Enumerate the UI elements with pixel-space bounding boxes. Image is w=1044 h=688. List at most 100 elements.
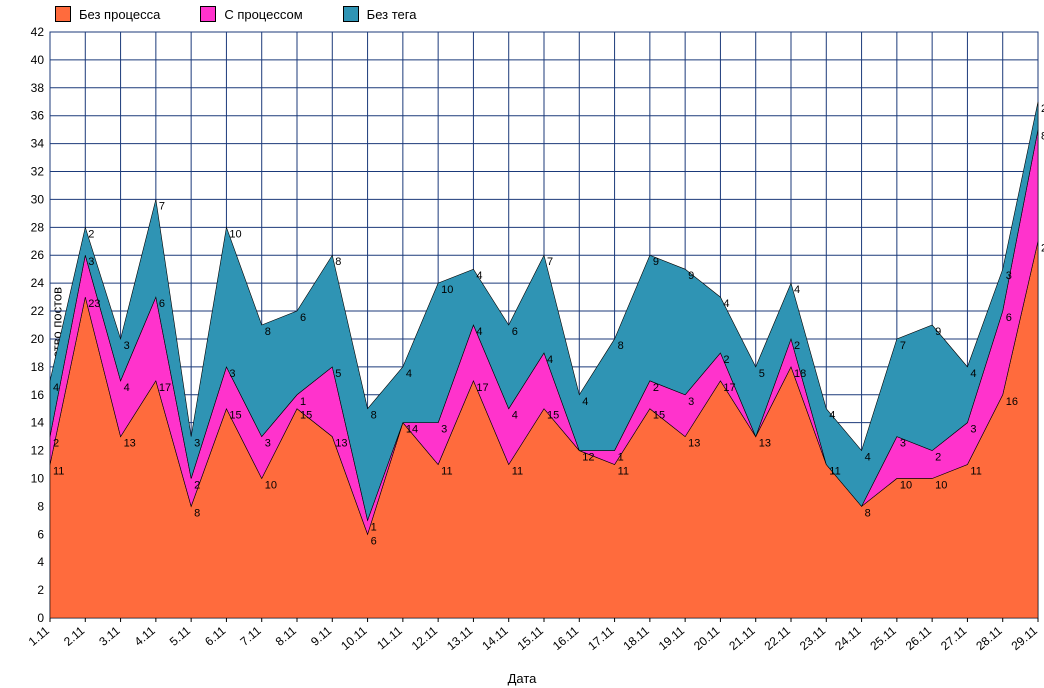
data-label: 3 xyxy=(688,396,694,408)
y-tick-label: 8 xyxy=(37,499,44,513)
x-tick-label: 21.11 xyxy=(726,623,758,653)
data-label: 9 xyxy=(688,270,694,282)
y-tick-label: 40 xyxy=(31,53,45,67)
data-label: 9 xyxy=(935,326,941,338)
data-label: 4 xyxy=(723,298,729,310)
y-tick-label: 34 xyxy=(31,137,45,151)
data-label: 11 xyxy=(441,466,452,478)
data-label: 6 xyxy=(371,535,377,547)
data-label: 1 xyxy=(300,396,306,408)
data-label: 16 xyxy=(1006,396,1018,408)
x-tick-label: 28.11 xyxy=(973,623,1005,653)
x-tick-label: 14.11 xyxy=(479,623,511,653)
y-tick-label: 20 xyxy=(31,332,45,346)
data-label: 8 xyxy=(265,326,271,338)
data-label: 2 xyxy=(935,452,941,464)
data-label: 2 xyxy=(653,382,659,394)
data-label: 13 xyxy=(335,438,347,450)
data-label: 4 xyxy=(53,382,59,394)
y-tick-label: 10 xyxy=(31,471,45,485)
data-label: 11 xyxy=(618,466,629,478)
y-tick-label: 28 xyxy=(31,220,45,234)
x-tick-label: 26.11 xyxy=(903,623,935,653)
y-tick-label: 42 xyxy=(31,25,45,39)
data-label: 4 xyxy=(406,368,412,380)
data-label: 4 xyxy=(970,368,976,380)
data-label: 3 xyxy=(88,256,94,268)
x-tick-label: 20.11 xyxy=(691,623,723,653)
data-label: 13 xyxy=(124,438,136,450)
x-tick-label: 24.11 xyxy=(832,623,864,653)
x-tick-label: 23.11 xyxy=(797,623,829,653)
data-label: 17 xyxy=(723,382,735,394)
data-label: 8 xyxy=(194,507,200,519)
data-label: 11 xyxy=(53,466,64,478)
x-tick-label: 11.11 xyxy=(374,623,405,652)
x-tick-label: 3.11 xyxy=(96,623,122,648)
data-label: 14 xyxy=(406,424,418,436)
data-label: 13 xyxy=(759,438,771,450)
data-label: 1 xyxy=(618,452,624,464)
x-tick-label: 17.11 xyxy=(585,623,617,653)
data-label: 10 xyxy=(900,479,912,491)
x-tick-label: 1.11 xyxy=(26,623,52,648)
data-label: 4 xyxy=(124,382,130,394)
x-tick-label: 25.11 xyxy=(867,623,899,653)
data-label: 12 xyxy=(582,452,594,464)
y-tick-label: 36 xyxy=(31,109,45,123)
data-label: 3 xyxy=(1006,270,1012,282)
y-tick-label: 4 xyxy=(37,555,44,569)
data-label: 17 xyxy=(159,382,171,394)
data-label: 1 xyxy=(371,521,377,533)
y-tick-label: 2 xyxy=(37,583,44,597)
data-label: 11 xyxy=(512,466,523,478)
y-tick-label: 14 xyxy=(31,416,45,430)
data-label: 10 xyxy=(229,228,241,240)
stacked-area-chart: Без процессаС процессомБез тега Количест… xyxy=(0,0,1044,688)
x-tick-label: 4.11 xyxy=(132,623,158,648)
data-label: 13 xyxy=(688,438,700,450)
data-label: 8 xyxy=(865,507,871,519)
data-label: 7 xyxy=(900,340,906,352)
data-label: 6 xyxy=(512,326,518,338)
x-tick-label: 22.11 xyxy=(762,623,794,653)
data-label: 2 xyxy=(53,438,59,450)
data-label: 15 xyxy=(300,410,312,422)
x-tick-label: 8.11 xyxy=(273,623,299,648)
data-label: 2 xyxy=(194,479,200,491)
data-label: 8 xyxy=(371,410,377,422)
x-tick-label: 15.11 xyxy=(515,623,547,653)
data-label: 6 xyxy=(1006,312,1012,324)
data-label: 3 xyxy=(124,340,130,352)
data-label: 3 xyxy=(265,438,271,450)
data-label: 18 xyxy=(794,368,806,380)
data-label: 3 xyxy=(229,368,235,380)
x-tick-label: 10.11 xyxy=(338,623,370,653)
x-tick-label: 9.11 xyxy=(308,623,334,648)
data-label: 4 xyxy=(476,270,482,282)
x-tick-label: 7.11 xyxy=(237,623,263,648)
x-tick-label: 13.11 xyxy=(444,623,476,653)
y-tick-label: 22 xyxy=(31,304,45,318)
data-label: 15 xyxy=(229,410,241,422)
plot-svg: 0246810121416182022242628303234363840421… xyxy=(0,0,1044,688)
data-label: 8 xyxy=(618,340,624,352)
data-label: 15 xyxy=(653,410,665,422)
y-tick-label: 38 xyxy=(31,81,45,95)
x-tick-label: 19.11 xyxy=(656,623,688,653)
data-label: 10 xyxy=(441,284,453,296)
data-label: 4 xyxy=(547,354,553,366)
x-tick-label: 6.11 xyxy=(202,623,228,648)
x-tick-label: 16.11 xyxy=(550,623,582,653)
data-label: 6 xyxy=(159,298,165,310)
data-label: 8 xyxy=(335,256,341,268)
data-label: 11 xyxy=(970,466,981,478)
y-tick-label: 26 xyxy=(31,248,45,262)
data-label: 4 xyxy=(512,410,518,422)
data-label: 7 xyxy=(159,200,165,212)
x-tick-label: 5.11 xyxy=(167,623,193,648)
y-tick-label: 30 xyxy=(31,192,45,206)
data-label: 4 xyxy=(865,452,871,464)
data-label: 5 xyxy=(759,368,765,380)
data-label: 2 xyxy=(794,340,800,352)
